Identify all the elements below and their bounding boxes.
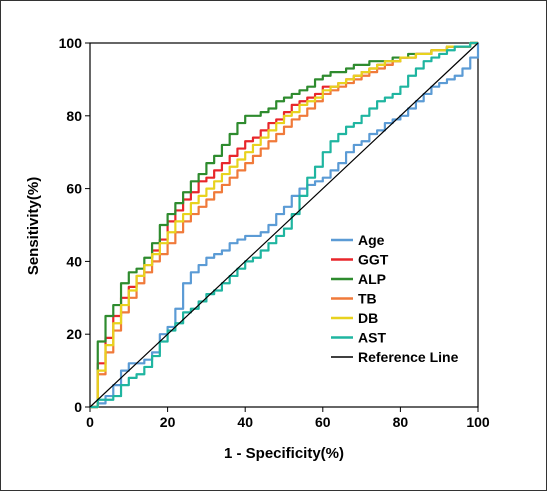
x-tick-label: 80 (393, 414, 409, 430)
x-tick-label: 20 (160, 414, 176, 430)
x-axis-title: 1 - Specificity(%) (224, 445, 344, 462)
y-tick-label: 20 (66, 326, 82, 342)
series-line-ast (90, 41, 478, 409)
plot-area-border (89, 42, 479, 408)
x-tick-label: 60 (315, 414, 331, 430)
y-tick-label: 40 (66, 253, 82, 269)
y-tick-label: 80 (66, 108, 82, 124)
legend-label-ggt: GGT (358, 252, 389, 268)
x-tick-label: 100 (466, 414, 490, 430)
series-group (89, 41, 480, 409)
y-tick-label: 0 (74, 399, 82, 415)
legend-label-age: Age (358, 232, 385, 248)
legend-label-alp: ALP (358, 271, 386, 287)
axes: 0 20 40 60 80 100 0 20 40 60 80 100 (59, 35, 490, 430)
series-line-db (90, 41, 478, 409)
y-axis-title: Sensitivity(%) (25, 177, 42, 275)
legend: Age GGT ALP TB DB AST Reference Line (331, 232, 459, 365)
legend-label-db: DB (358, 310, 378, 326)
x-tick-label: 40 (237, 414, 253, 430)
series-line-reference-line (89, 42, 479, 408)
legend-label-ast: AST (358, 330, 386, 346)
series-line-alp (90, 41, 478, 409)
y-tick-label: 100 (59, 35, 83, 51)
y-tick-label: 60 (66, 181, 82, 197)
x-tick-label: 0 (86, 414, 94, 430)
legend-label-tb: TB (358, 291, 377, 307)
legend-label-reference-line: Reference Line (358, 349, 459, 365)
